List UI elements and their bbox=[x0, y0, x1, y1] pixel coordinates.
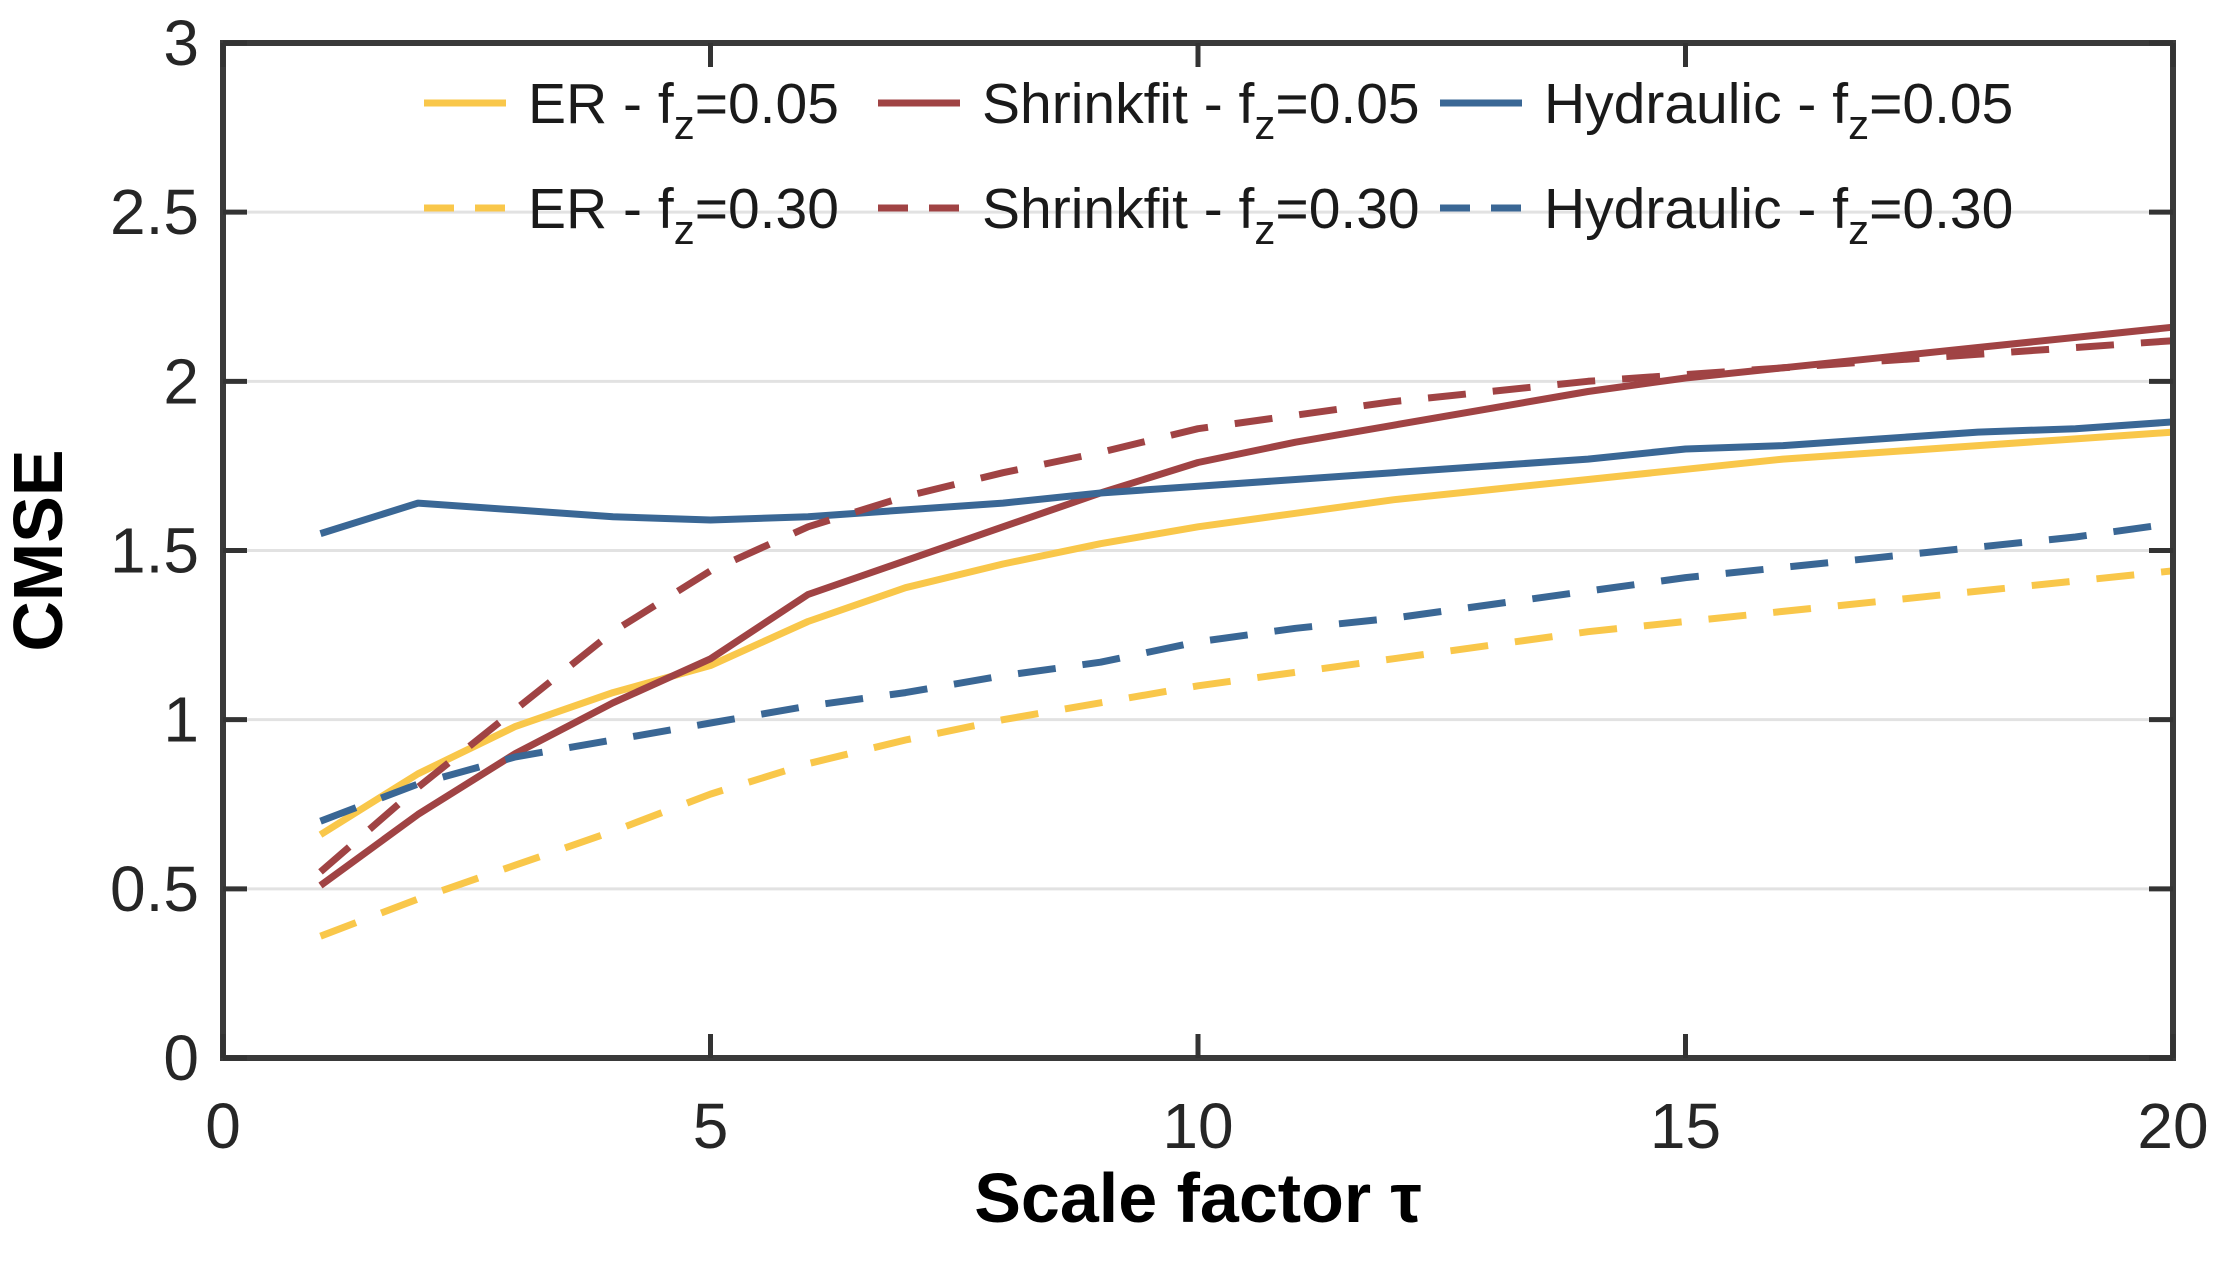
legend-label-shrinkfit-fz-0-05: Shrinkfit - fz=0.05 bbox=[982, 72, 1420, 148]
series-line-er-fz-0-30 bbox=[319, 567, 2174, 940]
legend-label-subscript: z bbox=[1254, 206, 1275, 253]
series-line-hydraulic-fz-0-05 bbox=[319, 418, 2174, 537]
legend-label-post: =0.05 bbox=[1275, 72, 1419, 136]
legend-label-post: =0.30 bbox=[1275, 177, 1419, 241]
series-line-shrinkfit-fz-0-30 bbox=[318, 337, 2174, 875]
y-tick-label-0.5: 0.5 bbox=[110, 853, 199, 925]
legend-label-post: =0.05 bbox=[1869, 72, 2013, 136]
legend-label-pre: Shrinkfit - f bbox=[982, 177, 1255, 241]
x-tick-label-15: 15 bbox=[1650, 1090, 1721, 1162]
y-tick-label-2: 2 bbox=[163, 345, 199, 417]
legend-label-pre: Hydraulic - f bbox=[1544, 177, 1848, 241]
y-tick-label-0: 0 bbox=[163, 1022, 199, 1094]
x-tick-label-0: 0 bbox=[205, 1090, 241, 1162]
legend-label-subscript: z bbox=[674, 101, 695, 148]
legend-label-er-fz-0-05: ER - fz=0.05 bbox=[528, 72, 839, 148]
legend-label-pre: ER - f bbox=[528, 177, 674, 241]
legend-label-hydraulic-fz-0-05: Hydraulic - fz=0.05 bbox=[1544, 72, 2013, 148]
legend-label-pre: ER - f bbox=[528, 72, 674, 136]
x-tick-label-10: 10 bbox=[1162, 1090, 1233, 1162]
x-tick-label-20: 20 bbox=[2137, 1090, 2208, 1162]
legend-label-post: =0.05 bbox=[695, 72, 839, 136]
legend-label-hydraulic-fz-0-30: Hydraulic - fz=0.30 bbox=[1544, 177, 2013, 253]
legend-label-subscript: z bbox=[1848, 206, 1869, 253]
legend-label-pre: Hydraulic - f bbox=[1544, 72, 1848, 136]
y-axis-label: CMSE bbox=[0, 449, 77, 651]
x-tick-label-5: 5 bbox=[693, 1090, 729, 1162]
legend-label-subscript: z bbox=[674, 206, 695, 253]
y-tick-label-2.5: 2.5 bbox=[110, 176, 199, 248]
series-line-hydraulic-fz-0-30 bbox=[319, 519, 2174, 825]
y-tick-label-1.5: 1.5 bbox=[110, 515, 199, 587]
series-line-shrinkfit-fz-0-05 bbox=[318, 323, 2174, 889]
legend-label-subscript: z bbox=[1848, 101, 1869, 148]
x-axis-label: Scale factor τ bbox=[974, 1159, 1422, 1237]
legend-label-pre: Shrinkfit - f bbox=[982, 72, 1255, 136]
legend-label-post: =0.30 bbox=[1869, 177, 2013, 241]
legend-label-post: =0.30 bbox=[695, 177, 839, 241]
legend-label-er-fz-0-30: ER - fz=0.30 bbox=[528, 177, 839, 253]
legend-label-subscript: z bbox=[1254, 101, 1275, 148]
y-tick-label-1: 1 bbox=[163, 684, 199, 756]
series-line-er-fz-0-05 bbox=[318, 428, 2174, 838]
y-tick-label-3: 3 bbox=[163, 7, 199, 79]
legend-label-shrinkfit-fz-0-30: Shrinkfit - fz=0.30 bbox=[982, 177, 1420, 253]
